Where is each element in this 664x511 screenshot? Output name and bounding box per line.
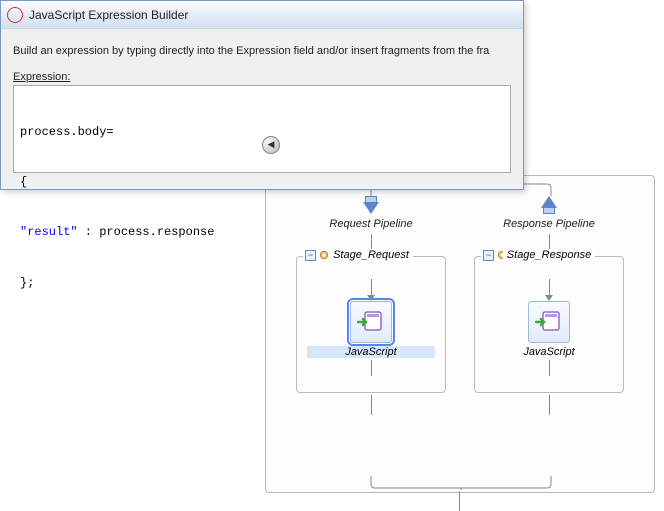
- response-arrow-icon: [543, 208, 555, 214]
- code-line: process.body=: [20, 124, 504, 141]
- dialog-title: JavaScript Expression Builder: [29, 8, 188, 22]
- expression-textarea[interactable]: process.body= { "result" : process.respo…: [13, 85, 511, 173]
- expression-label: Expression:: [13, 71, 511, 83]
- javascript-node-response[interactable]: [528, 301, 570, 343]
- code-line: "result" : process.response: [20, 224, 504, 241]
- instruction-text: Build an expression by typing directly i…: [13, 45, 511, 57]
- pair-bottom-connector: [266, 474, 656, 490]
- connector-line: [371, 360, 372, 376]
- expression-builder-dialog: JavaScript Expression Builder Build an e…: [0, 0, 524, 190]
- connector-line: [549, 395, 550, 415]
- expression-action-button[interactable]: ◀: [262, 136, 280, 154]
- dialog-titlebar[interactable]: JavaScript Expression Builder: [1, 1, 523, 29]
- javascript-label: JavaScript: [307, 346, 435, 358]
- javascript-label: JavaScript: [485, 346, 613, 358]
- connector-line: [549, 279, 550, 295]
- code-line: };: [20, 275, 504, 292]
- connector-line: [549, 360, 550, 376]
- app-icon: [7, 7, 23, 23]
- connector-line: [371, 395, 372, 415]
- stage-response-title: Stage_Response: [503, 249, 595, 261]
- connector-line: [549, 234, 550, 250]
- dialog-body: Build an expression by typing directly i…: [1, 29, 523, 189]
- connector-line: [459, 491, 460, 511]
- code-line: {: [20, 174, 504, 191]
